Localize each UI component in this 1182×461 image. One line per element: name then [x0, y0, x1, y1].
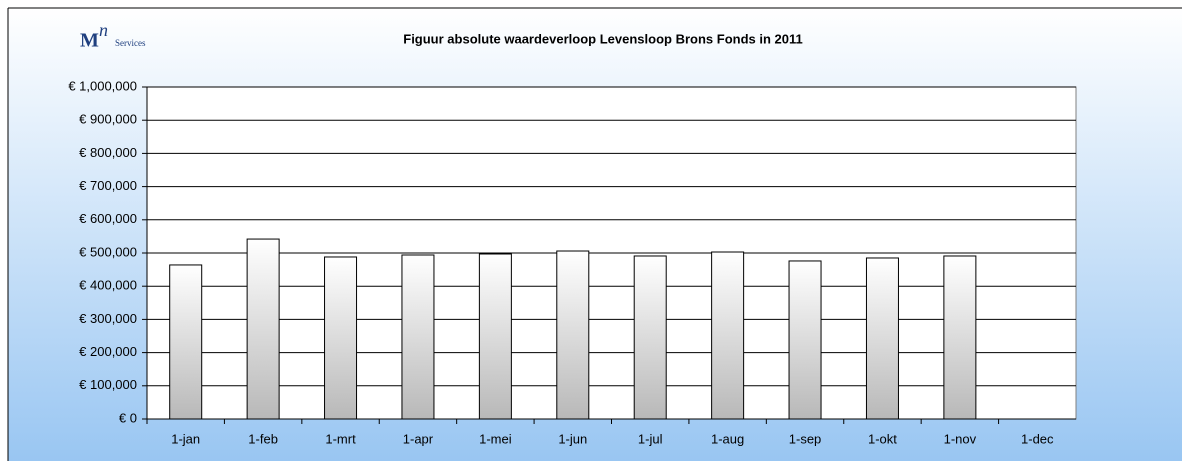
logo-sup: n [99, 20, 108, 40]
x-tick-label: 1-jan [171, 431, 200, 446]
y-tick-label: € 500,000 [79, 244, 137, 259]
x-tick-label: 1-sep [789, 431, 822, 446]
bar [401, 254, 435, 420]
y-tick-label: € 900,000 [79, 112, 137, 127]
y-tick-label: € 100,000 [79, 377, 137, 392]
x-tick-label: 1-mrt [325, 431, 356, 446]
y-tick-label: € 600,000 [79, 211, 137, 226]
y-tick-label: € 800,000 [79, 145, 137, 160]
bar [324, 256, 358, 420]
bar [478, 253, 512, 420]
bar [169, 264, 203, 420]
bar [788, 260, 822, 420]
x-tick-label: 1-nov [944, 431, 977, 446]
bar [246, 238, 280, 420]
x-tick-label: 1-feb [248, 431, 278, 446]
logo-name: Services [115, 38, 146, 48]
y-tick-label: € 1,000,000 [68, 78, 137, 93]
bar [711, 251, 745, 420]
chart-title: Figuur absolute waardeverloop Levensloop… [403, 31, 802, 46]
bar [865, 257, 899, 420]
bar [943, 255, 977, 420]
y-tick-label: € 400,000 [79, 278, 137, 293]
x-tick-label: 1-jul [638, 431, 663, 446]
bar [633, 255, 667, 420]
x-tick-label: 1-okt [868, 431, 897, 446]
x-tick-label: 1-jun [558, 431, 587, 446]
y-tick-label: € 0 [119, 410, 137, 425]
y-tick-label: € 300,000 [79, 311, 137, 326]
y-tick-label: € 200,000 [79, 344, 137, 359]
x-tick-label: 1-dec [1021, 431, 1054, 446]
x-tick-label: 1-aug [711, 431, 744, 446]
logo-mark: M [80, 30, 99, 52]
y-tick-label: € 700,000 [79, 178, 137, 193]
x-tick-label: 1-apr [403, 431, 434, 446]
x-tick-label: 1-mei [479, 431, 512, 446]
bar [556, 250, 590, 420]
